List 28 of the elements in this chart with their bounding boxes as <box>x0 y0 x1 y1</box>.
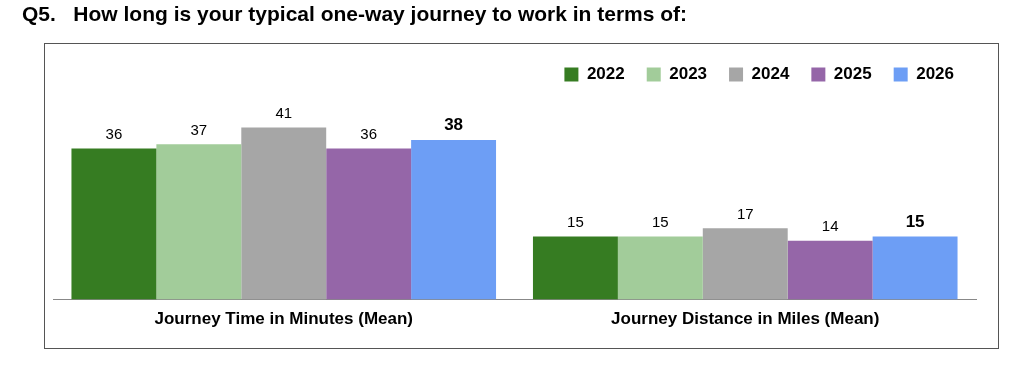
legend-label: 2023 <box>669 64 708 84</box>
data-label: 37 <box>190 120 208 138</box>
chart-title: Q5. How long is your typical one-way journey to work in terms of: <box>22 2 688 26</box>
data-label: 36 <box>360 125 378 143</box>
data-label: 36 <box>105 125 123 143</box>
legend-label: 2025 <box>833 64 872 84</box>
bar <box>617 236 703 300</box>
bar <box>241 127 327 300</box>
data-label: 15 <box>567 213 584 231</box>
bar <box>787 240 873 300</box>
data-label: 41 <box>275 104 293 122</box>
data-label: 15 <box>905 211 925 231</box>
bar <box>532 236 618 300</box>
bar <box>411 140 497 300</box>
bar <box>71 148 157 300</box>
bar <box>326 148 412 300</box>
bar <box>702 228 788 300</box>
data-label: 38 <box>444 115 464 135</box>
legend-label: 2022 <box>586 64 625 84</box>
bar <box>872 236 958 300</box>
legend-label: 2026 <box>916 64 955 84</box>
legend-label: 2024 <box>751 64 790 84</box>
data-label: 15 <box>651 213 669 231</box>
x-tick-label: Journey Distance in Miles (Mean) <box>611 309 880 329</box>
bar <box>156 144 242 300</box>
data-label: 17 <box>736 204 754 222</box>
x-tick-label: Journey Time in Minutes (Mean) <box>154 309 414 329</box>
data-label: 14 <box>821 217 839 235</box>
